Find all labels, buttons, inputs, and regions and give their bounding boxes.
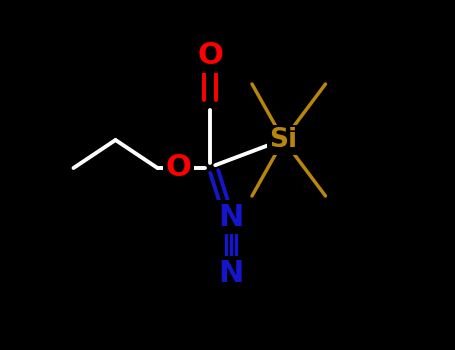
- Text: O: O: [166, 154, 192, 182]
- Text: N: N: [218, 259, 244, 287]
- Text: O: O: [197, 42, 223, 70]
- Text: N: N: [218, 203, 244, 231]
- Text: Si: Si: [269, 127, 298, 153]
